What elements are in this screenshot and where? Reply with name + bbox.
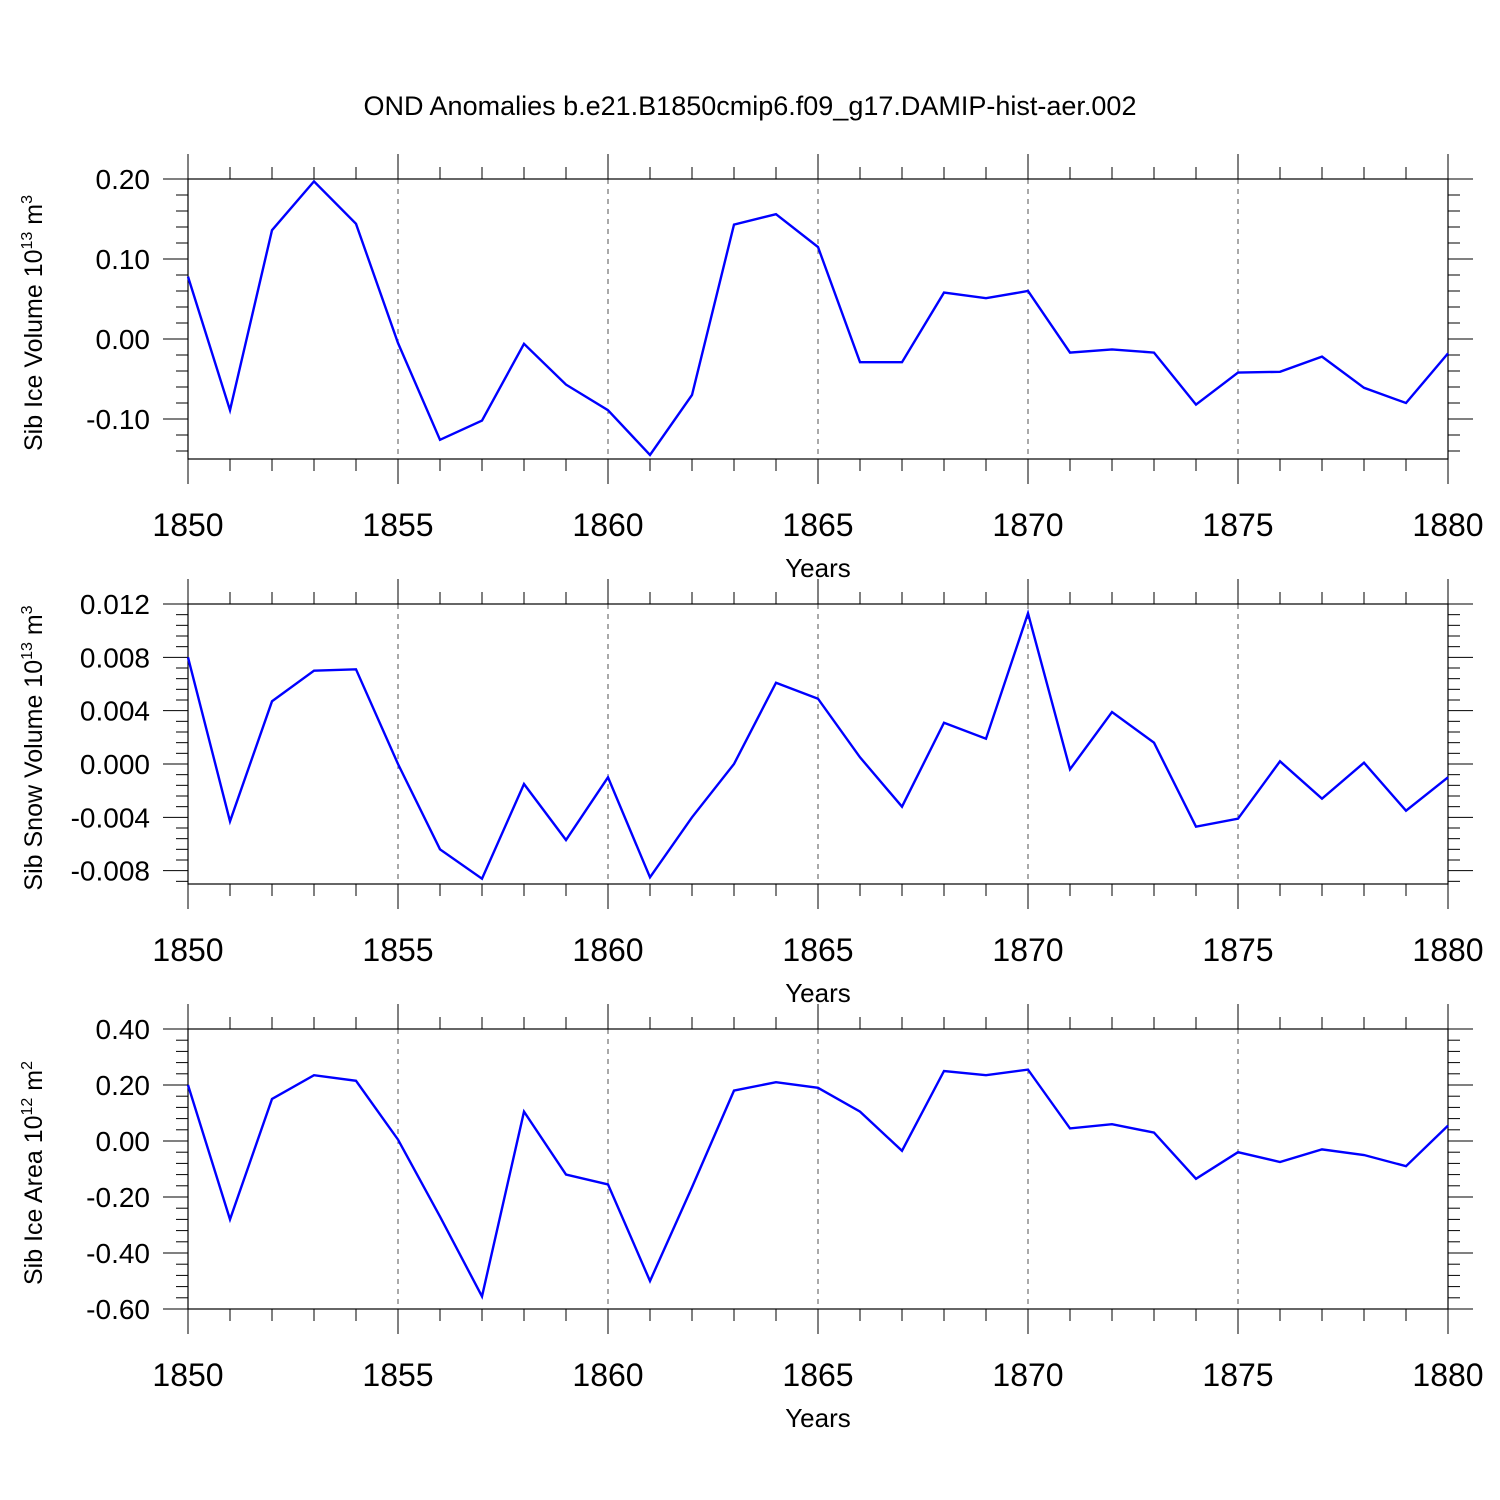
y-tick-label: 0.000 (80, 749, 150, 780)
x-tick-label: 1860 (572, 1357, 643, 1393)
y-axis-label: Sib Ice Area 1012 m2 (19, 1061, 48, 1285)
series-line (186, 1068, 1449, 1300)
x-tick-label: 1880 (1412, 507, 1483, 543)
y-tick-label: -0.004 (71, 802, 150, 833)
y-tick-label: -0.10 (86, 404, 150, 435)
y-axis-label-text: Sib Snow Volume 10 (20, 660, 48, 891)
y-tick-label: -0.40 (86, 1238, 150, 1269)
x-tick-label: 1880 (1412, 1357, 1483, 1393)
y-axis-label-text: Sib Ice Area 10 (20, 1115, 48, 1285)
panel-3: 0.40 0.20 0.00 -0.20 -0.40 -0.60 1850 1855 1860 1… (19, 1004, 1484, 1433)
y-axis-label-exponent: 13 (19, 642, 36, 660)
y-tick-label: 0.008 (80, 642, 150, 673)
x-tick-label: 1875 (1202, 932, 1273, 968)
y-tick-label: 0.012 (80, 589, 150, 620)
y-tick-label: 0.004 (80, 696, 150, 727)
y-tick-label: 0.00 (96, 324, 151, 355)
x-tick-label: 1875 (1202, 1357, 1273, 1393)
series-line (186, 179, 1449, 457)
y-tick-label: 0.40 (96, 1014, 151, 1045)
panel-1: 0.20 0.10 0.00 -0.10 1850 1855 1860 1865 1870 187… (19, 154, 1484, 583)
x-tick-label: 1880 (1412, 932, 1483, 968)
x-tick-label: 1850 (152, 1357, 223, 1393)
x-tick-label: 1860 (572, 932, 643, 968)
y-tick-label: 0.20 (96, 1070, 151, 1101)
y-axis-label-unit-exponent: 3 (19, 605, 36, 614)
series-line (186, 609, 1449, 881)
x-tick-label: 1865 (782, 1357, 853, 1393)
y-axis-label-unit-exponent: 3 (19, 195, 36, 204)
y-tick-label: 0.10 (96, 244, 151, 275)
x-tick-label: 1870 (992, 1357, 1063, 1393)
y-tick-label: -0.60 (86, 1294, 150, 1325)
x-tick-label: 1870 (992, 507, 1063, 543)
y-axis-label-text: Sib Ice Volume 10 (20, 249, 48, 451)
y-axis-label: Sib Snow Volume 1013 m3 (19, 605, 48, 890)
x-tick-label: 1850 (152, 507, 223, 543)
y-tick-label: -0.008 (71, 856, 150, 887)
x-axis-label: Years (785, 978, 851, 1008)
x-tick-label: 1870 (992, 932, 1063, 968)
x-tick-label: 1860 (572, 507, 643, 543)
y-axis-label-unit-exponent: 2 (19, 1061, 36, 1070)
y-axis-label-exponent: 13 (19, 232, 36, 250)
x-tick-label: 1865 (782, 932, 853, 968)
y-axis-label-unit: m (20, 1070, 48, 1098)
x-tick-label: 1855 (362, 507, 433, 543)
y-tick-label: 0.20 (96, 164, 151, 195)
y-axis-label-exponent: 12 (19, 1098, 36, 1116)
y-axis-label-unit: m (20, 204, 48, 232)
x-tick-label: 1865 (782, 507, 853, 543)
figure-title: OND Anomalies b.e21.B1850cmip6.f09_g17.D… (364, 91, 1137, 121)
y-axis-label-unit: m (20, 614, 48, 642)
y-tick-label: -0.20 (86, 1182, 150, 1213)
y-axis-label: Sib Ice Volume 1013 m3 (19, 195, 48, 451)
x-axis-label: Years (785, 1403, 851, 1433)
panel-2: 0.012 0.008 0.004 0.000 -0.004 -0.008 1850 1855… (19, 579, 1484, 1008)
x-tick-label: 1875 (1202, 507, 1273, 543)
x-tick-label: 1850 (152, 932, 223, 968)
x-axis-label: Years (785, 553, 851, 583)
x-tick-label: 1855 (362, 1357, 433, 1393)
y-tick-label: 0.00 (96, 1126, 151, 1157)
x-tick-label: 1855 (362, 932, 433, 968)
panels: 0.20 0.10 0.00 -0.10 1850 1855 1860 1865 1870 187… (19, 154, 1484, 1433)
